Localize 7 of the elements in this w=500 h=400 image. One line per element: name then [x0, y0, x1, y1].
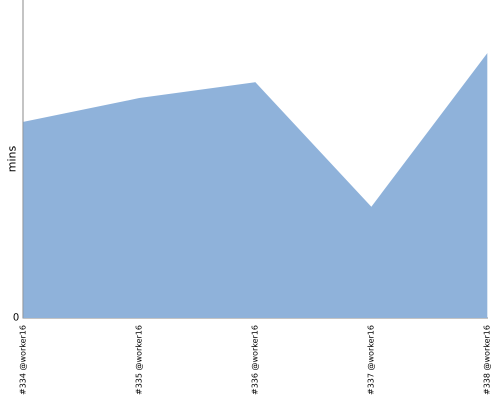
x-tick-label: #338 @worker16	[482, 325, 492, 396]
x-tick-label: #336 @worker16	[250, 325, 260, 396]
text: 0	[12, 312, 20, 324]
x-tick-label: #337 @worker16	[366, 325, 376, 396]
y-axis-title: mins	[5, 146, 18, 172]
x-tick-label: #334 @worker16	[18, 325, 28, 396]
x-tick-label: #335 @worker16	[134, 325, 144, 396]
